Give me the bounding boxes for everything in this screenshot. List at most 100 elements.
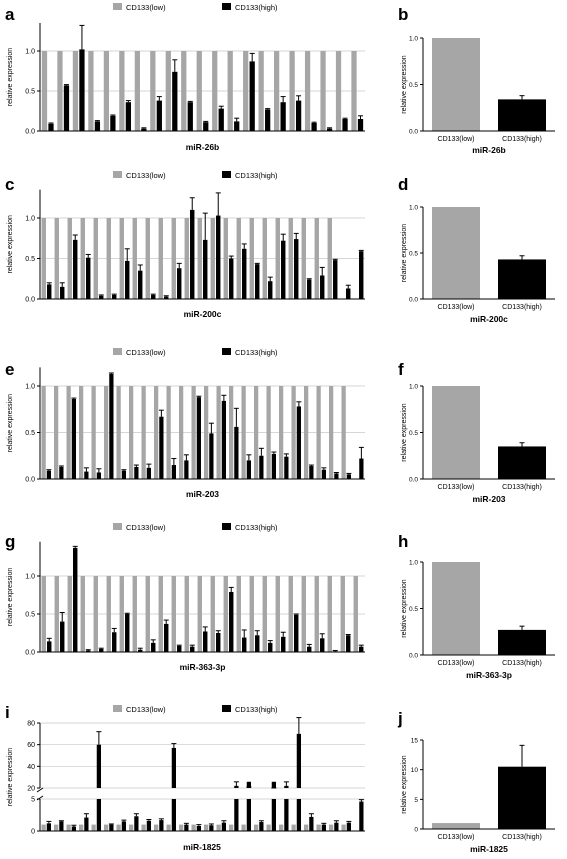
bar-high <box>203 122 209 131</box>
bar-low <box>301 576 306 652</box>
bar-low <box>116 386 121 479</box>
bar-low <box>184 576 189 652</box>
bar-low <box>145 218 150 299</box>
y-tick-label: 0.0 <box>409 297 418 304</box>
bar-low <box>229 386 234 479</box>
y-axis-label: relative expression <box>401 579 408 637</box>
bar-low <box>301 218 306 299</box>
bar-low <box>340 576 345 652</box>
bar-low <box>432 38 480 131</box>
bar-high <box>203 239 208 299</box>
bar-high <box>234 799 239 831</box>
bar-high <box>229 591 234 652</box>
y-axis-label: relative expression <box>401 224 408 282</box>
bar-low <box>216 824 221 831</box>
bar-high <box>234 785 239 788</box>
panel-letter: a <box>5 5 15 24</box>
bar-low <box>329 824 334 831</box>
bar-low <box>304 51 311 131</box>
bar-low <box>119 218 124 299</box>
bar-high <box>309 465 314 479</box>
bar-high <box>171 799 176 831</box>
bar-high <box>86 257 91 299</box>
bar-high <box>498 446 546 479</box>
bar-high <box>271 799 276 831</box>
bar-high <box>255 635 260 652</box>
bar-high <box>284 456 289 479</box>
bar-low <box>79 824 84 831</box>
bar-low <box>289 51 295 131</box>
bar-high <box>109 824 114 831</box>
bar-high <box>259 455 264 479</box>
bar-high <box>138 649 143 652</box>
bar-high <box>498 766 546 829</box>
bar-high <box>234 426 239 479</box>
y-tick-label: 0.5 <box>25 256 35 263</box>
x-axis-label: miR-200c <box>470 314 508 324</box>
bar-high <box>221 400 226 479</box>
bar-high <box>320 638 325 652</box>
bar-high <box>151 642 156 652</box>
bar-low <box>227 51 233 131</box>
bar-low <box>54 576 59 652</box>
bar-low <box>243 51 249 131</box>
bar-low <box>116 824 121 831</box>
bar-high <box>296 733 301 788</box>
legend-label-high: CD133(high) <box>235 523 278 532</box>
bar-low <box>106 218 111 299</box>
bar-low <box>134 51 140 131</box>
bar-high <box>110 115 116 131</box>
bar-low <box>316 386 321 479</box>
bar-high <box>218 108 224 131</box>
bar-low <box>279 824 284 831</box>
bar-low <box>88 51 94 131</box>
y-tick-label: 0.0 <box>25 650 35 657</box>
x-tick-label: CD133(low) <box>438 660 475 667</box>
panel-letter: f <box>398 360 404 379</box>
panel-letter: h <box>398 532 408 551</box>
x-tick-label: CD133(low) <box>438 834 475 841</box>
bar-high <box>320 275 325 299</box>
bar-high <box>346 822 351 831</box>
x-tick-label: CD133(low) <box>438 304 475 311</box>
legend-swatch-high <box>222 705 231 712</box>
bar-high <box>134 816 139 831</box>
y-tick-label: 0 <box>31 829 35 836</box>
bar-high <box>249 61 255 131</box>
bar-high <box>265 109 271 131</box>
legend-swatch-low <box>113 523 122 530</box>
bar-high <box>60 286 65 299</box>
y-tick-label: 1.0 <box>409 384 418 391</box>
legend-swatch-high <box>222 348 231 355</box>
bar-high <box>112 632 117 652</box>
bar-low <box>266 824 271 831</box>
bar-low <box>320 51 326 131</box>
legend-swatch-low <box>113 348 122 355</box>
y-tick-label: 0.5 <box>409 430 418 437</box>
bar-high <box>171 747 176 788</box>
bar-low <box>54 218 59 299</box>
bar-high <box>146 820 151 831</box>
bar-high <box>359 458 364 479</box>
bar-high <box>203 631 208 652</box>
bar-high <box>94 121 101 131</box>
bar-low <box>166 386 171 479</box>
bar-high <box>121 470 126 479</box>
bar-low <box>314 218 319 299</box>
bar-high <box>284 799 289 831</box>
bar-high <box>321 469 326 479</box>
panel-letter: b <box>398 5 408 24</box>
legend-label-high: CD133(high) <box>235 3 278 12</box>
bar-low <box>274 51 280 131</box>
bar-high <box>71 826 76 831</box>
bar-high <box>229 258 234 299</box>
x-axis-label: miR-200c <box>184 309 222 319</box>
legend-swatch-high <box>222 171 231 178</box>
y-tick-label: 0.5 <box>409 606 418 613</box>
legend-swatch-high <box>222 3 231 10</box>
bar-high <box>121 821 126 831</box>
bar-low <box>329 386 334 479</box>
x-axis-label: miR-363-3p <box>180 662 226 672</box>
bar-high <box>321 824 326 831</box>
panel-letter: d <box>398 175 408 194</box>
